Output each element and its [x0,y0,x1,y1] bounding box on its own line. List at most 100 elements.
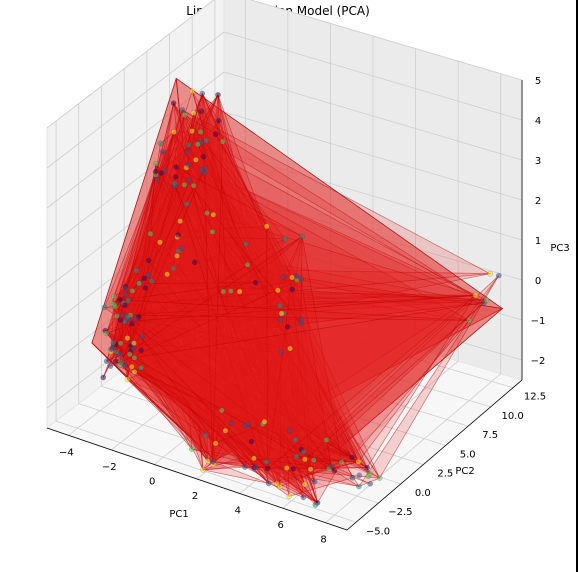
data-point [299,233,306,240]
data-point [113,349,120,355]
data-point [349,454,355,461]
x-tick-label: 0 [149,476,155,487]
data-point [212,131,219,137]
data-point [108,346,114,352]
data-point [179,107,186,113]
data-point [114,313,120,319]
surface-facet [184,114,268,227]
data-point [215,92,221,98]
data-point [158,170,165,176]
surface-facet [276,275,499,484]
surface-facet [114,235,343,463]
data-point [136,280,142,287]
data-point [190,110,197,116]
data-point [302,456,308,463]
data-point [171,180,178,187]
data-point [201,169,208,176]
data-point [283,465,290,471]
axis-lines [46,80,523,531]
data-point [251,455,257,462]
surface-facet [124,295,477,470]
data-point [159,148,166,155]
data-point [367,470,373,477]
data-point [179,245,185,251]
data-point [124,335,131,341]
surface-facet [173,131,288,328]
data-point [245,421,252,428]
data-point [307,466,314,472]
data-point [128,363,135,370]
data-point [338,459,345,465]
data-point [147,230,154,237]
data-point [265,480,272,487]
data-point [289,274,295,281]
z-tick-label: 4 [535,116,541,127]
data-point [280,274,287,280]
z-grid-line [46,71,523,209]
data-point [157,239,163,246]
data-point [175,232,181,238]
z-tick-label: 5 [535,76,541,87]
data-point [139,333,145,340]
data-point [204,210,210,216]
surface-facet [296,455,359,463]
data-point [264,223,270,230]
data-point [108,300,115,307]
surface-facet [116,299,359,463]
data-point [101,304,108,311]
data-point [278,310,285,317]
x-tick-label: 6 [278,520,284,531]
data-point [131,340,137,347]
surface-facet [266,226,293,469]
data-point [219,407,225,414]
data-point [170,265,177,272]
data-point [185,161,191,168]
data-point [192,259,198,266]
data-point [190,182,197,189]
surface-facet [133,302,486,460]
data-point [145,272,152,278]
data-point [117,296,123,303]
data-point [311,478,318,485]
data-point [153,160,159,167]
data-point [117,351,124,358]
data-point [107,363,114,369]
data-point [483,297,490,303]
data-point [120,312,127,318]
data-point [472,292,479,299]
data-point [111,293,117,300]
data-point [356,472,363,479]
data-point [202,432,209,439]
data-point [138,365,144,371]
data-point [138,347,144,353]
y-axis-label: PC2 [455,466,474,477]
data-point [248,438,255,445]
data-point [122,363,128,369]
data-point [212,440,219,447]
z-tick-label: −2 [531,356,546,367]
data-point [219,138,226,145]
data-point [171,129,177,135]
data-point [148,278,155,285]
data-point [175,248,182,254]
data-point [243,241,249,247]
data-point [181,112,188,118]
data-point [236,288,243,295]
surface-facet [133,288,311,470]
z-tick-label: 1 [535,236,541,247]
data-point [103,330,110,336]
data-point [323,437,330,443]
data-point [173,164,179,170]
data-point [277,316,284,323]
y-tick-label: 10.0 [501,411,523,422]
surface-facet [104,109,492,308]
y-tick-label: 0.0 [415,488,431,499]
data-point [301,481,308,488]
y-tick-label: −5.0 [366,526,390,537]
y-tick-label: 7.5 [482,430,498,441]
x-grid-line [325,73,502,524]
surface-facet [206,212,477,453]
data-point [186,177,193,183]
data-point [132,316,139,322]
